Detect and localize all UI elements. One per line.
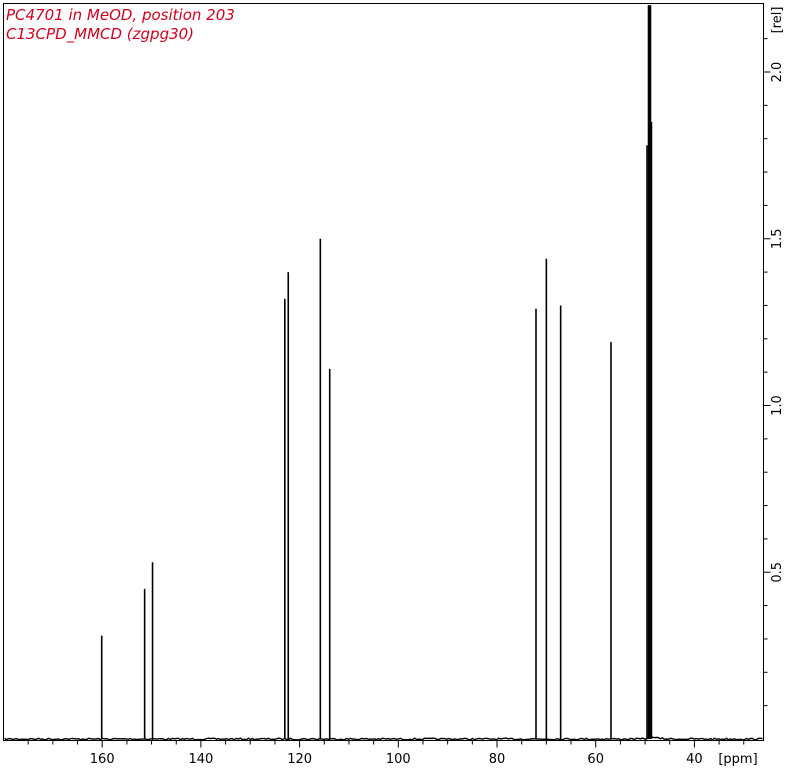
x-tick-label: 60 xyxy=(587,752,604,767)
x-tick-label: 100 xyxy=(386,752,411,767)
y-axis-label: [rel] xyxy=(770,7,785,34)
y-tick-label: 1.5 xyxy=(770,228,785,249)
x-axis-ticks: 160 140 120 100 80 60 40 xyxy=(27,740,745,767)
x-tick-label: 40 xyxy=(686,752,703,767)
y-tick-label: 0.5 xyxy=(770,562,785,583)
y-tick-label: 2.0 xyxy=(770,62,785,83)
x-axis-label: [ppm] xyxy=(718,752,757,767)
chart-title-line-1: PC4701 in MeOD, position 203 xyxy=(6,6,235,24)
chart-title-line-2: C13CPD_MMCD (zgpg30) xyxy=(6,25,195,43)
y-tick-label: 1.0 xyxy=(770,395,785,416)
y-axis-ticks: 0.5 1.0 1.5 2.0 xyxy=(763,38,785,707)
spectrum-baseline xyxy=(4,733,763,741)
x-tick-label: 160 xyxy=(90,752,115,767)
spectrum-peaks xyxy=(100,5,653,739)
x-tick-label: 80 xyxy=(489,752,506,767)
x-tick-label: 140 xyxy=(188,752,213,767)
x-tick-label: 120 xyxy=(287,752,312,767)
